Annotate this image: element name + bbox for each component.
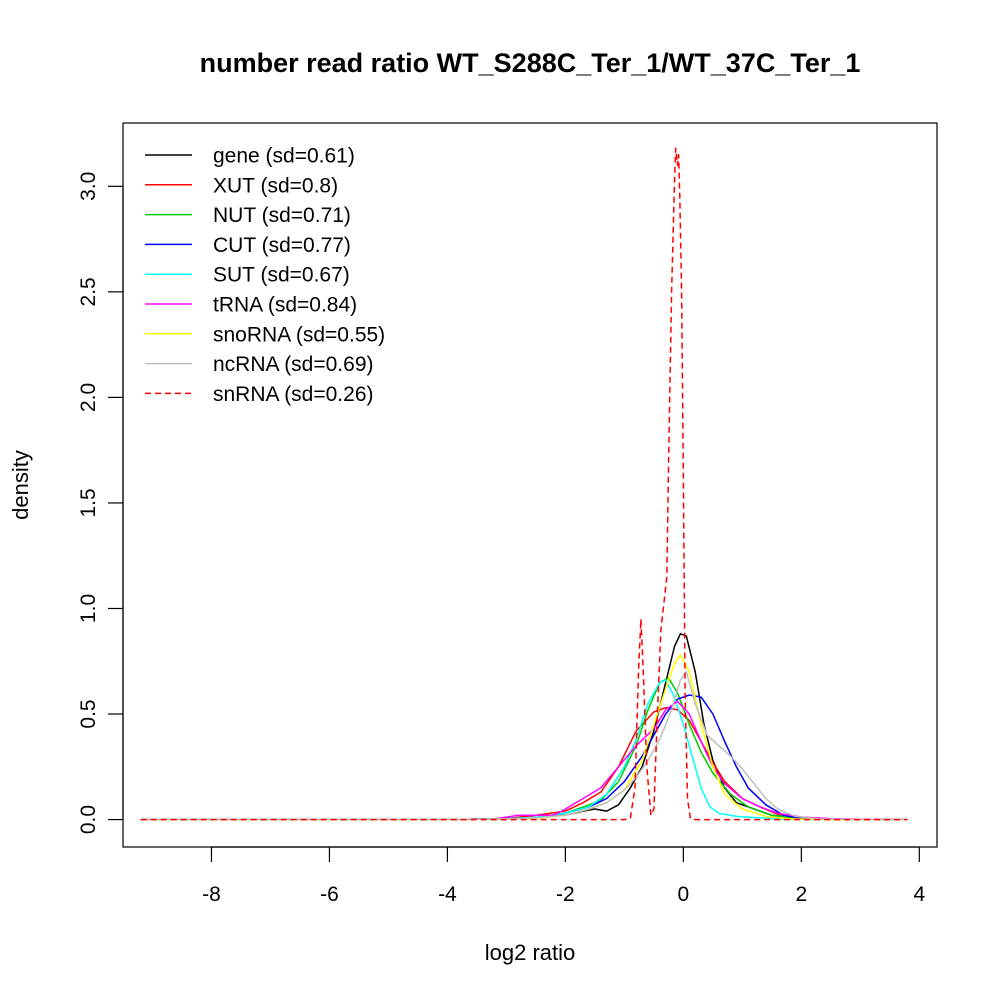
x-tick-label: -8	[202, 883, 221, 906]
series-line-7	[140, 671, 908, 821]
x-tick-label: -4	[438, 883, 457, 906]
legend-label: snRNA (sd=0.26)	[213, 383, 374, 406]
series-line-4	[140, 679, 908, 821]
x-axis-label: log2 ratio	[485, 940, 576, 965]
plot-frame	[122, 122, 938, 848]
y-tick-label: 1.0	[77, 594, 100, 623]
x-tick-label: 2	[795, 883, 807, 906]
y-tick-label: 3.0	[77, 172, 100, 201]
y-tick-label: 0.0	[77, 805, 100, 834]
x-tick-label: -2	[556, 883, 575, 906]
y-axis-label: density	[8, 450, 33, 520]
series-line-0	[140, 633, 908, 821]
y-axis: 0.0 0.5 1.0 1.5 2.0 2.5 3.0	[77, 172, 124, 834]
y-tick-label: 2.5	[77, 277, 100, 306]
legend-label: CUT (sd=0.77)	[213, 234, 351, 257]
x-tick-label: 4	[913, 883, 925, 906]
series-line-1	[140, 706, 908, 821]
y-tick-label: 0.5	[77, 699, 100, 728]
y-tick-label: 2.0	[77, 383, 100, 412]
legend-label: snoRNA (sd=0.55)	[213, 323, 385, 346]
x-tick-label: 0	[678, 883, 690, 906]
x-tick-label: -6	[320, 883, 339, 906]
x-axis: -8 -6 -4 -2 0 2 4	[202, 846, 925, 906]
legend-label: SUT (sd=0.67)	[213, 264, 350, 287]
legend-label: tRNA (sd=0.84)	[213, 294, 357, 317]
legend-label: ncRNA (sd=0.69)	[213, 353, 374, 376]
legend: gene (sd=0.61) XUT (sd=0.8) NUT (sd=0.71) C…	[145, 145, 385, 406]
series-line-3	[140, 694, 908, 821]
legend-label: NUT (sd=0.71)	[213, 204, 351, 227]
series-line-5	[140, 700, 908, 821]
series-line-6	[140, 654, 908, 821]
series-line-2	[140, 677, 908, 821]
y-tick-label: 1.5	[77, 488, 100, 517]
series-layer	[140, 147, 908, 821]
legend-label: XUT (sd=0.8)	[213, 174, 338, 197]
chart-title: number read ratio WT_S288C_Ter_1/WT_37C_…	[200, 48, 861, 78]
legend-label: gene (sd=0.61)	[213, 145, 355, 168]
series-line-8	[140, 147, 908, 821]
